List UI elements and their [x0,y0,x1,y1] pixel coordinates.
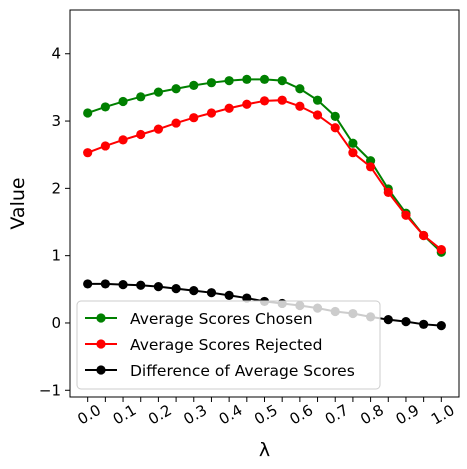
data-point-1-19 [419,230,429,241]
data-point-0-3 [136,92,146,102]
data-point-0-10 [259,74,270,84]
data-point-1-7 [206,108,217,118]
data-point-1-17 [383,187,393,197]
legend: Average Scores Chosen Average Scores Reje… [76,300,381,390]
data-point-1-9 [242,99,252,109]
data-point-2-18 [401,317,411,327]
data-point-1-0 [83,148,93,158]
x-tick-label: 0.4 [216,401,246,429]
data-point-1-12 [295,101,305,111]
data-point-1-15 [348,148,358,158]
x-tick-label: 0.6 [287,401,317,429]
y-tick-label: 4 [51,45,61,63]
data-point-0-1 [100,102,110,112]
y-axis-label: Value [7,177,29,229]
y-tick-label: 0 [51,314,61,332]
legend-swatch-marker-2 [96,365,106,375]
data-point-0-14 [330,111,340,121]
data-point-2-19 [419,319,429,329]
data-point-1-8 [224,103,234,113]
data-point-2-3 [136,280,146,290]
x-tick-label: 1.0 [428,401,458,429]
plot-area [83,74,446,331]
data-point-0-8 [224,76,234,86]
data-point-1-2 [118,135,128,145]
legend-swatch-marker-0 [96,313,106,323]
data-point-0-5 [171,84,181,94]
data-point-2-1 [100,279,110,289]
data-point-1-16 [365,162,376,172]
data-point-0-0 [83,108,93,118]
data-point-0-7 [206,78,217,88]
x-tick-label: 0.8 [357,401,387,429]
data-point-2-7 [206,288,217,298]
data-point-0-6 [189,80,199,90]
x-tick-label: 0.1 [110,401,140,429]
data-point-0-4 [153,87,164,97]
series-line-1 [87,99,442,251]
data-point-0-13 [312,95,323,105]
legend-entry-0: Average Scores Chosen [130,310,313,328]
y-tick-label: 1 [51,247,61,265]
data-point-1-1 [100,141,110,151]
y-tick-label: 2 [51,179,61,197]
data-point-2-9 [242,293,252,303]
data-point-1-4 [153,124,164,134]
data-point-1-14 [330,123,340,133]
x-tick-label: 0.5 [251,401,281,429]
x-tick-label: 0.2 [145,401,175,429]
data-point-1-3 [136,129,146,140]
data-point-1-13 [312,110,323,120]
legend-swatch-marker-1 [96,339,106,349]
data-point-1-10 [259,96,270,106]
legend-entry-1: Average Scores Rejected [130,336,322,354]
data-point-2-20 [436,321,446,331]
y-tick-label: −1 [39,381,61,399]
data-point-1-5 [171,118,181,128]
y-tick-label: 3 [51,112,61,130]
x-tick-label: 0.9 [393,401,423,429]
data-point-0-9 [242,74,252,84]
data-point-0-12 [295,84,305,94]
data-point-1-18 [401,210,411,220]
data-point-2-4 [153,282,164,292]
legend-box [76,300,381,390]
data-point-2-2 [118,280,128,290]
data-point-1-6 [189,113,199,123]
data-point-2-6 [189,286,199,296]
legend-entry-2: Difference of Average Scores [130,362,355,380]
data-point-2-17 [383,315,393,325]
data-point-0-11 [277,76,287,86]
data-point-2-5 [171,284,181,294]
data-point-1-11 [277,95,287,105]
data-point-0-2 [118,96,128,107]
x-axis-label: λ [259,439,270,461]
x-tick-label: 0.0 [74,401,104,429]
data-point-2-0 [83,279,93,289]
data-point-2-8 [224,290,234,300]
x-tick-label: 0.7 [322,401,352,429]
x-tick-label: 0.3 [180,401,210,429]
axes: −1 0 1 2 3 4 0.0 0.1 0.2 0.3 0.4 0.5 0.6 0.7 0.8 0.9 1.0… [7,9,460,461]
data-point-1-20 [436,245,446,255]
data-point-0-15 [348,138,358,148]
